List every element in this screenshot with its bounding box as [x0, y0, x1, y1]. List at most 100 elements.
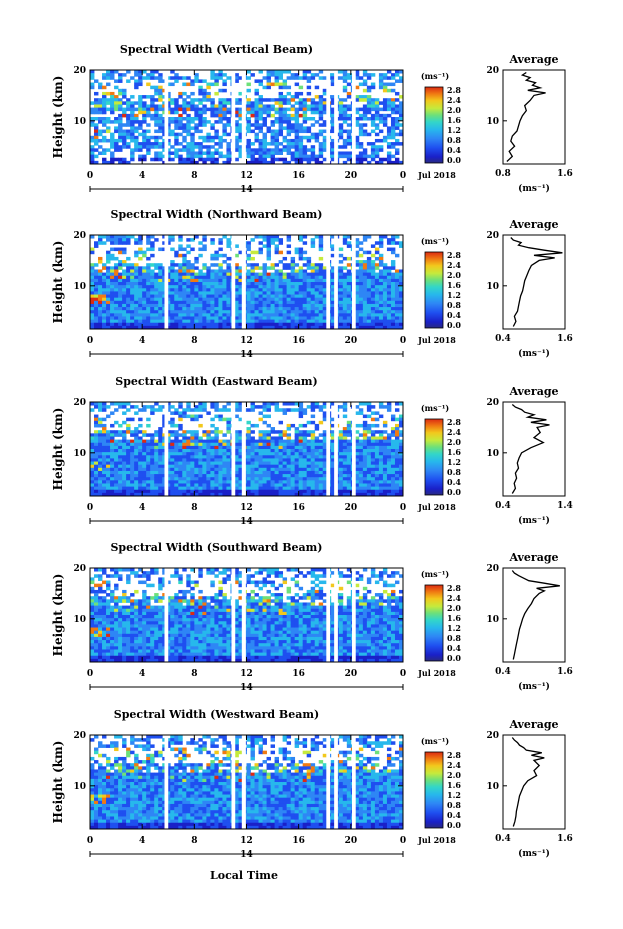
heatmap-cell	[118, 303, 123, 308]
average-x-tick-label: 0.8	[495, 169, 511, 179]
heatmap-cell	[178, 449, 183, 453]
heatmap-cell	[102, 272, 107, 277]
heatmap-cell	[182, 263, 187, 267]
heatmap-cell	[142, 483, 147, 487]
heatmap-cell	[106, 70, 111, 74]
heatmap-cell	[378, 148, 384, 152]
heatmap-cell	[114, 138, 119, 143]
heatmap-cell	[254, 297, 259, 302]
heatmap-cell	[126, 307, 131, 311]
heatmap-cell	[150, 135, 155, 140]
heatmap-cell	[178, 480, 183, 484]
heatmap-cell	[254, 449, 259, 453]
heatmap-cell	[222, 129, 227, 134]
heatmap-cell	[218, 310, 223, 314]
heatmap-cell	[222, 477, 227, 481]
heatmap-cell	[254, 452, 259, 456]
heatmap-cell	[258, 310, 263, 314]
heatmap-cell	[146, 238, 151, 242]
heatmap-cell	[378, 291, 384, 295]
date-label: Jul 2018	[417, 170, 456, 180]
heatmap-cell	[202, 483, 207, 487]
heatmap-cell	[98, 319, 103, 324]
heatmap-cell	[170, 145, 175, 149]
heatmap-cell	[186, 445, 191, 450]
heatmap-cell	[110, 285, 115, 289]
heatmap-cell	[122, 480, 127, 484]
heatmap-cell	[218, 470, 223, 475]
heatmap-cell	[342, 303, 348, 308]
heatmap-cell	[318, 316, 324, 320]
heatmap-cell	[210, 489, 215, 494]
heatmap-cell	[138, 269, 143, 273]
heatmap-cell	[130, 126, 135, 130]
heatmap-cell	[138, 291, 143, 295]
heatmap-cell	[126, 272, 131, 277]
heatmap-cell	[102, 436, 107, 440]
heatmap-cell	[206, 467, 211, 472]
heatmap-cell	[286, 477, 292, 481]
heatmap-cell	[166, 238, 171, 242]
heatmap-cell	[210, 238, 215, 242]
heatmap-cell	[282, 322, 288, 327]
heatmap-cell	[270, 275, 275, 280]
heatmap-cell	[126, 489, 131, 494]
heatmap-cell	[214, 275, 219, 280]
heatmap-cell	[386, 307, 392, 311]
heatmap-cell	[314, 101, 320, 105]
heatmap-cell	[122, 91, 127, 96]
heatmap-cell	[338, 436, 344, 440]
heatmap-cell	[234, 110, 239, 115]
heatmap-cell	[150, 455, 155, 459]
heatmap-cell	[182, 291, 187, 295]
heatmap-cell	[214, 477, 219, 481]
heatmap-cell	[266, 464, 271, 469]
heatmap-cell	[370, 244, 376, 248]
heatmap-cell	[314, 120, 320, 124]
heatmap-cell	[106, 160, 111, 165]
heatmap-cell	[262, 452, 267, 456]
heatmap-cell	[146, 135, 151, 140]
heatmap-cell	[190, 101, 195, 105]
heatmap-cell	[110, 288, 115, 292]
heatmap-cell	[254, 310, 259, 314]
heatmap-cell	[338, 461, 344, 466]
heatmap-cell	[218, 272, 223, 277]
heatmap-cell	[310, 470, 316, 475]
heatmap-cell	[330, 247, 336, 252]
heatmap-cell	[286, 70, 292, 74]
heatmap-cell	[362, 288, 368, 292]
heatmap-cell	[226, 291, 231, 295]
heatmap-cell	[270, 288, 275, 292]
heatmap-cell	[370, 263, 376, 267]
heatmap-cell	[206, 319, 211, 324]
heatmap-cell	[158, 297, 163, 302]
heatmap-cell	[134, 411, 139, 415]
heatmap-cell	[194, 483, 199, 487]
heatmap-cell	[338, 294, 344, 299]
heatmap-cell	[298, 269, 304, 273]
heatmap-cell	[322, 474, 328, 478]
heatmap-cell	[162, 247, 167, 252]
heatmap-cell	[154, 297, 159, 302]
heatmap-cell	[166, 294, 171, 299]
heatmap-cell	[122, 433, 127, 437]
heatmap-cell	[238, 316, 243, 320]
heatmap-cell	[114, 322, 119, 327]
heatmap-cell	[222, 480, 227, 484]
heatmap-cell	[218, 154, 223, 159]
heatmap-cell	[162, 458, 167, 462]
heatmap-cell	[362, 278, 368, 283]
heatmap-cell	[202, 138, 207, 143]
day-label: 14	[240, 350, 253, 360]
heatmap-cell	[90, 402, 95, 406]
heatmap-cell	[302, 480, 308, 484]
heatmap-cell	[194, 282, 199, 286]
heatmap-cell	[190, 132, 195, 137]
heatmap-cell	[198, 123, 203, 127]
heatmap-cell	[298, 307, 304, 311]
heatmap-cell	[206, 325, 211, 330]
heatmap-cell	[226, 489, 231, 494]
heatmap-cell	[266, 322, 271, 327]
heatmap-cell	[186, 282, 191, 286]
